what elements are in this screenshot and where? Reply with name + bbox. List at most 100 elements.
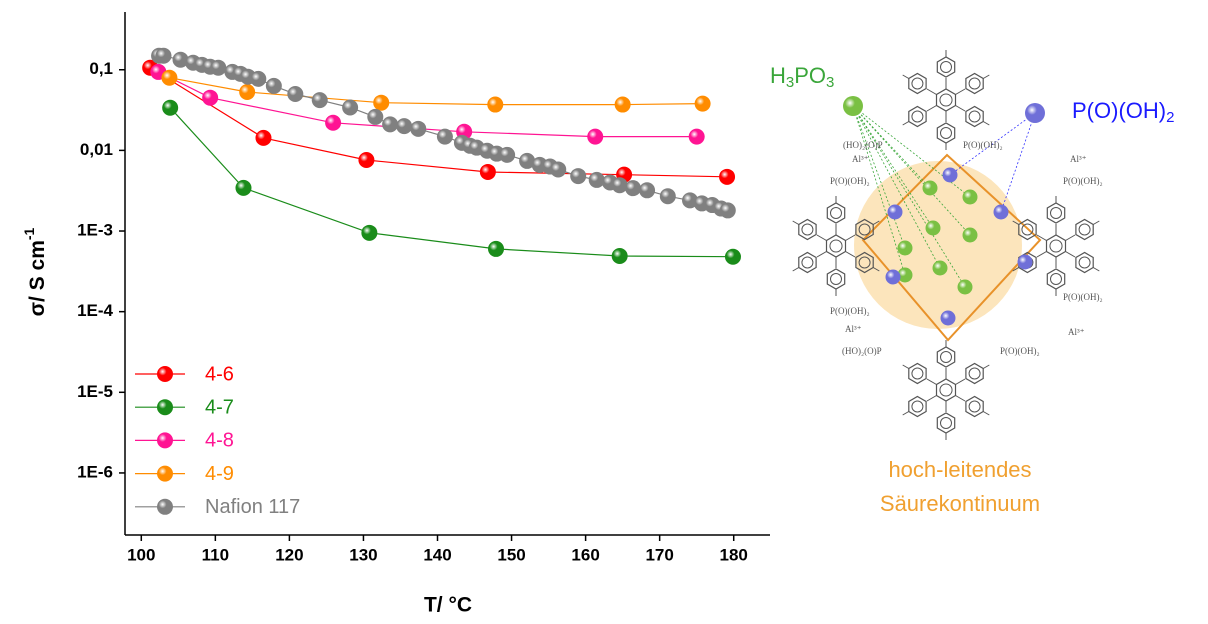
legend-label: 4-7 [205,396,234,418]
bond [902,74,910,79]
phenyl-ring [936,412,956,434]
y-tick-label: 1E-3 [77,221,113,240]
phenyl-ring [798,251,817,274]
bond [1036,234,1047,241]
phosphonic-sphere [887,204,903,220]
acid-sphere [962,227,978,243]
phenyl-ring-ring [968,110,981,123]
acid-sphere [922,180,938,196]
data-point [719,168,736,185]
data-point [488,240,505,257]
link [852,105,971,236]
x-tick-label: 150 [497,545,525,564]
data-point [311,92,328,109]
legend-marker [157,399,173,416]
phenyl-ring-ring [1050,273,1062,285]
substituent-label: P(O)(OH)₂ [1000,346,1040,356]
phenyl-ring-ring [940,351,952,363]
data-point [155,47,172,64]
data-point [611,177,628,194]
phenyl-ring-ring [911,110,924,123]
legend-marker [157,432,173,449]
data-point [639,182,656,199]
data-point [694,95,711,112]
x-tick-label: 110 [202,545,229,564]
data-point [161,69,178,86]
acid-sphere [897,240,913,256]
phenyl-ring-ring [858,256,871,269]
x-tick-label: 120 [275,545,303,564]
series-line [169,107,734,258]
phenyl-ring-ring [911,400,924,413]
phenyl-ring-ring [968,400,981,413]
core-ring [935,378,957,402]
acid-sphere [897,267,913,283]
phenyl-ring-ring [830,207,842,219]
phenyl-ring [1075,218,1094,241]
phenyl-ring [826,202,846,224]
x-tick-label: 160 [571,545,599,564]
bond [955,378,966,385]
core-ring [1045,234,1067,258]
acid-sphere-large [843,96,863,116]
data-point [250,70,267,87]
phosphonic-part: 2 [1166,109,1174,126]
data-point [287,86,304,103]
phosphonic-part: P(O)(OH) [1072,98,1166,123]
phosphonic-label: P(O)(OH)2 [1072,98,1174,126]
phosphonic-sphere [1017,254,1033,270]
bond [926,88,937,95]
bond [982,364,990,369]
phenyl-ring-ring [968,367,981,380]
link [852,105,934,229]
legend-label: 4-6 [205,363,234,385]
data-point [659,188,676,205]
phenyl-ring-ring [1078,223,1091,236]
data-point [487,96,504,113]
phenyl-ring-ring [858,223,871,236]
bond [872,220,880,225]
bond [792,220,800,225]
bond [1065,234,1076,241]
substituent-label: P(O)(OH)₂ [1063,176,1103,186]
bond [1012,267,1020,272]
phenyl-ring [965,72,984,95]
core-ring-ring [939,383,953,397]
data-point [436,128,453,145]
y-tick-label: 1E-6 [77,462,113,481]
y-tick-label: 0,01 [80,140,113,159]
core-ring-ring [829,239,843,253]
data-point [499,146,516,163]
legend-label: 4-8 [205,430,234,452]
phosphonic-sphere [993,204,1009,220]
phenyl-ring-ring [830,273,842,285]
core-ring [825,234,847,258]
link [852,105,906,249]
data-point [373,94,390,111]
bond [902,364,910,369]
bond [845,251,856,258]
x-tick-label: 170 [645,545,673,564]
data-point [724,248,741,265]
phenyl-ring [965,395,984,418]
y-axis-label-sup: -1 [21,227,37,240]
data-point [367,108,384,125]
data-point [611,248,628,265]
acid-sphere [957,279,973,295]
data-point [255,129,272,146]
structure-diagram: H3PO3 P(O)(OH)2 hoch-leitendes Säurekont… [770,50,1174,516]
legend-marker [157,465,173,482]
x-tick-label: 130 [349,545,377,564]
substituent-label: Al³⁺ [1070,154,1087,164]
substituent-label: (HO)₂(O)P [843,140,883,150]
phosphonic-sphere-large [1025,103,1045,123]
bond [1092,220,1100,225]
y-tick-label: 0,1 [89,59,113,78]
phenyl-ring [908,362,927,385]
phenyl-ring-ring [1021,223,1034,236]
phenyl-ring-ring [801,223,814,236]
data-point [719,202,736,219]
series-line [169,77,703,106]
phenyl-ring-ring [801,256,814,269]
phenyl-ring [908,72,927,95]
